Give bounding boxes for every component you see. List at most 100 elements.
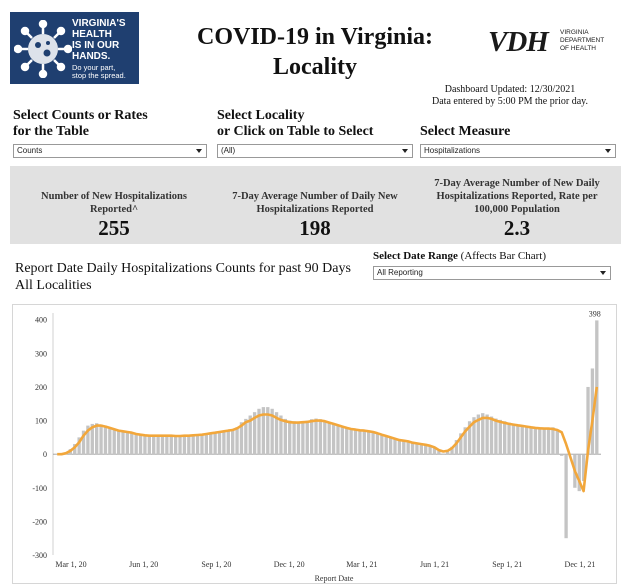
measure-label: Select Measure: [420, 124, 511, 139]
bar: [222, 430, 226, 455]
bar: [305, 420, 309, 455]
bar: [349, 429, 353, 455]
bar: [195, 435, 200, 455]
bar: [503, 421, 507, 455]
locality-dropdown[interactable]: (All): [217, 144, 413, 158]
hospitalizations-bar-chart: -300 -200 -100 0 100 200 300 400 398 Mar 1, 20 Jun…: [32, 309, 601, 583]
x-tick-label: Sep 1, 20: [201, 560, 231, 569]
kpi-value: 2.3: [503, 216, 531, 240]
bar: [318, 419, 323, 455]
vdh-mark: VDH: [488, 26, 549, 58]
counts-rates-dropdown[interactable]: Counts: [13, 144, 207, 158]
bar: [169, 435, 173, 455]
bar: [226, 429, 230, 455]
x-tick-label: Mar 1, 21: [346, 560, 377, 569]
bar: [130, 431, 134, 455]
bar: [252, 412, 257, 455]
locality-label: Select Locality or Click on Table to Sel…: [217, 108, 374, 139]
bar: [533, 427, 538, 455]
bar: [213, 432, 217, 455]
x-tick-label: Jun 1, 21: [420, 560, 449, 569]
bar: [274, 412, 279, 455]
bar: [428, 445, 432, 455]
bar: [95, 423, 99, 455]
y-tick-label: -100: [32, 484, 47, 493]
bar: [200, 434, 204, 455]
x-tick-label: Dec 1, 21: [565, 560, 596, 569]
bar: [165, 435, 169, 455]
bar: [217, 431, 222, 455]
logo-text: VIRGINIA'S HEALTH IS IN OUR HANDS.: [72, 18, 126, 62]
bar: [152, 435, 156, 455]
bar: [134, 434, 138, 455]
bar: [121, 430, 125, 455]
counts-rates-label: Select Counts or Rates for the Table: [13, 108, 148, 139]
kpi-new-hospitalizations: Number of New Hospitalizations Reported^…: [24, 190, 204, 239]
bar: [156, 435, 160, 455]
bar: [472, 417, 476, 455]
kpi-label: 7-Day Average Number of New Daily Hospit…: [434, 178, 600, 215]
bar: [173, 436, 178, 455]
page-title: COVID-19 in Virginia: Locality: [196, 24, 433, 80]
bar: [454, 440, 459, 455]
bar: [516, 424, 520, 455]
bar: [309, 419, 314, 455]
chevron-down-icon: [605, 149, 611, 153]
bar: [384, 436, 388, 455]
average-line: [57, 386, 599, 493]
bar: [437, 450, 441, 455]
bar: [331, 423, 336, 455]
x-tick-label: Jun 1, 20: [129, 560, 158, 569]
measure-dropdown[interactable]: Hospitalizations: [420, 144, 616, 158]
bar: [577, 454, 581, 492]
bar: [187, 435, 191, 455]
bar: [292, 421, 296, 455]
bar: [406, 441, 410, 455]
bar: [244, 418, 248, 455]
date-range-dropdown[interactable]: All Reporting: [373, 266, 611, 280]
bar: [353, 429, 358, 455]
bar: [283, 418, 287, 455]
y-tick-label: 300: [35, 349, 47, 358]
virus-icon: [14, 20, 72, 78]
date-range-label: Select Date Range (Affects Bar Chart): [373, 250, 546, 262]
bar: [393, 438, 397, 455]
chart-frame: -300 -200 -100 0 100 200 300 400 398 Mar 1, 20 Jun…: [12, 304, 617, 584]
bar: [90, 423, 94, 455]
bar: [507, 422, 511, 455]
bar: [73, 444, 77, 455]
bar: [125, 431, 130, 455]
vdh-department-text: VIRGINIA DEPARTMENT OF HEALTH: [560, 29, 605, 52]
bar: [581, 454, 586, 482]
bar: [116, 429, 121, 455]
bar: [481, 413, 485, 455]
bar: [445, 451, 450, 455]
bar: [424, 444, 428, 455]
bar: [147, 435, 151, 455]
bar: [81, 430, 86, 455]
data-entered-note: Data entered by 5:00 PM the prior day.: [432, 96, 588, 107]
bar: [239, 422, 244, 455]
bar: [270, 408, 274, 455]
bar: [248, 415, 252, 455]
bar: [415, 443, 419, 455]
y-tick-label: -300: [32, 551, 47, 560]
bar: [323, 420, 327, 455]
bar: [301, 421, 305, 455]
bar: [459, 433, 463, 455]
kpi-value: 255: [98, 216, 130, 240]
bar: [586, 386, 590, 455]
bar: [358, 430, 362, 455]
kpi-7day-rate: 7-Day Average Number of New Daily Hospit…: [422, 177, 612, 239]
bar: [261, 407, 266, 455]
bar: [402, 440, 406, 455]
bar: [371, 431, 375, 455]
bar: [476, 414, 481, 455]
kpi-label: Number of New Hospitalizations Reported^: [41, 191, 187, 215]
bar: [494, 418, 498, 455]
bar: [450, 446, 454, 455]
bar: [327, 422, 331, 455]
bar: [564, 454, 568, 539]
bar: [538, 427, 542, 455]
bar: [441, 453, 445, 455]
